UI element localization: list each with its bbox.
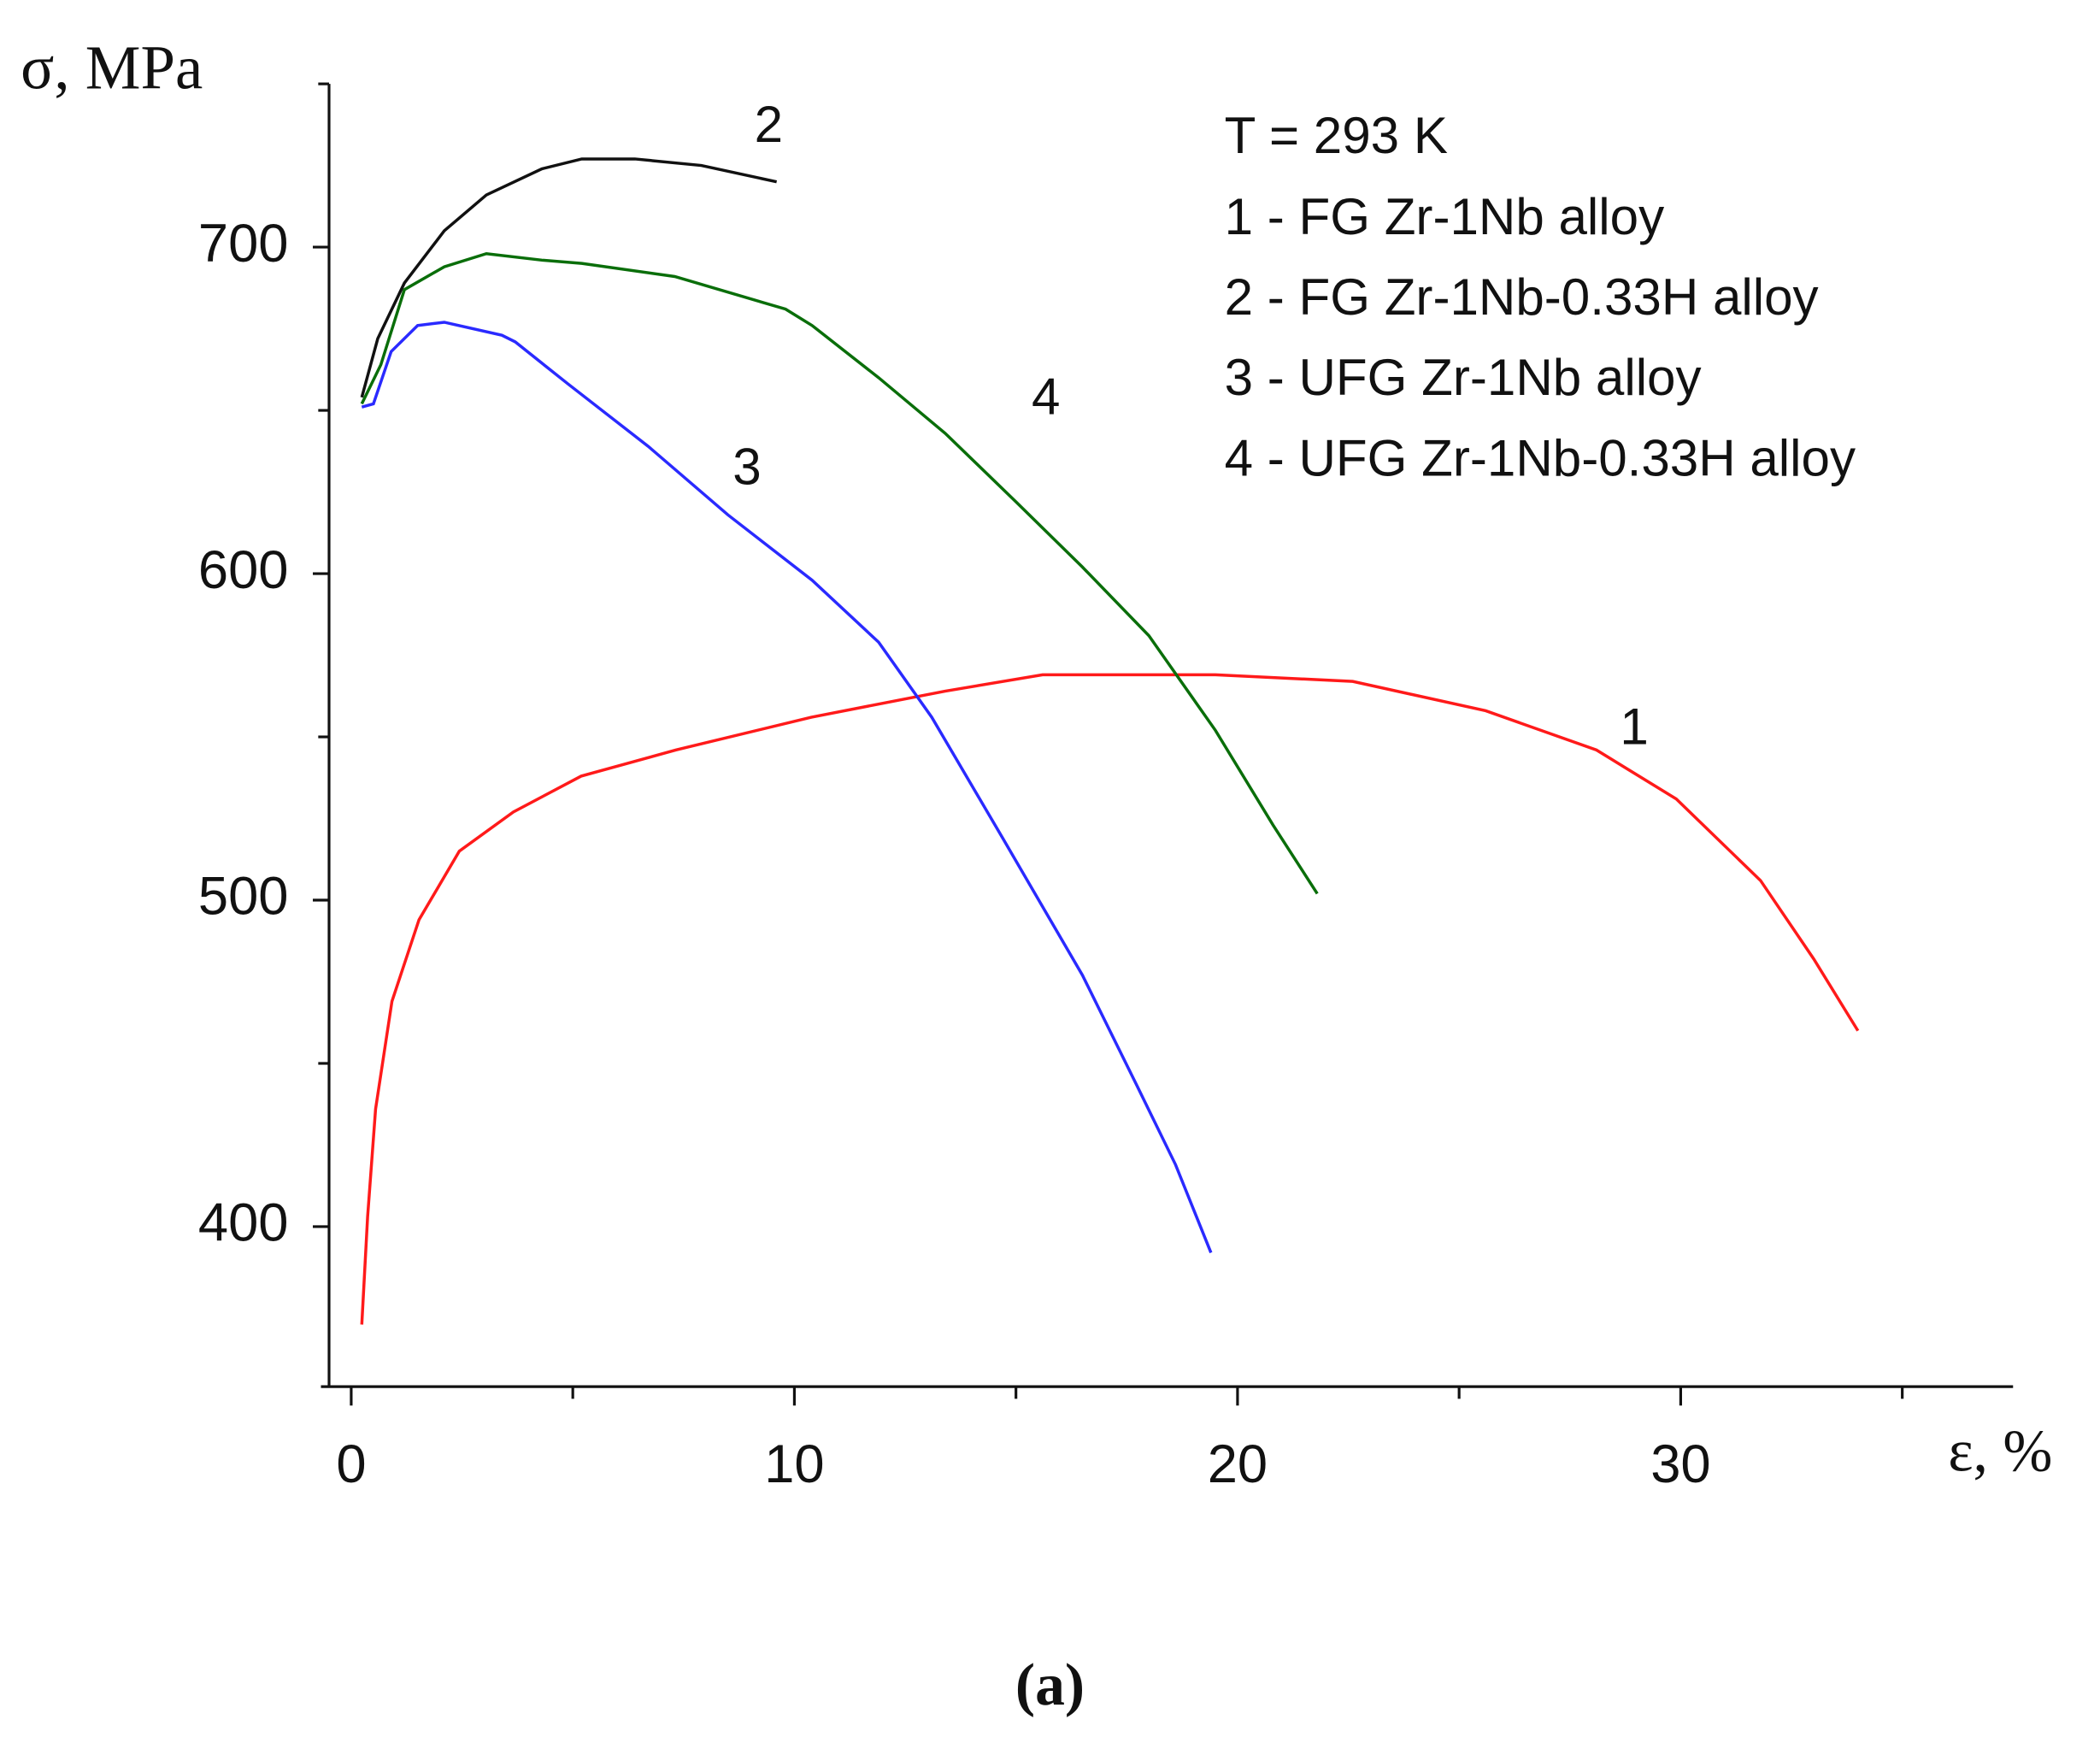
x-tick-label: 10 bbox=[764, 1434, 824, 1494]
legend-entry: 2 - FG Zr-1Nb-0.33H alloy bbox=[1225, 268, 1819, 326]
y-tick-label: 700 bbox=[198, 214, 289, 274]
y-tick-label: 600 bbox=[198, 540, 289, 600]
x-axis-label: ε, % bbox=[1948, 1418, 2052, 1484]
y-tick-label: 400 bbox=[198, 1193, 289, 1253]
legend-entry: 4 - UFG Zr-1Nb-0.33H alloy bbox=[1225, 429, 1856, 486]
curve-label: 1 bbox=[1620, 698, 1648, 755]
series-line bbox=[360, 251, 1319, 895]
curve-label: 3 bbox=[732, 439, 761, 496]
series-line bbox=[361, 321, 1213, 1254]
y-tick-label: 500 bbox=[198, 867, 289, 927]
x-tick-label: 20 bbox=[1208, 1434, 1268, 1494]
caption: (a) bbox=[1015, 1652, 1085, 1718]
series-line bbox=[360, 673, 1860, 1325]
x-tick-label: 30 bbox=[1650, 1434, 1710, 1494]
legend-entry: 3 - UFG Zr-1Nb alloy bbox=[1225, 349, 1702, 406]
curve-label: 2 bbox=[755, 96, 783, 153]
legend-entry: 1 - FG Zr-1Nb alloy bbox=[1225, 188, 1665, 245]
curve-label: 4 bbox=[1032, 368, 1060, 425]
x-tick-label: 0 bbox=[336, 1434, 366, 1494]
legend-title: T = 293 K bbox=[1225, 107, 1448, 164]
y-axis-label: σ, MPa bbox=[21, 33, 203, 103]
series-line bbox=[360, 157, 778, 398]
